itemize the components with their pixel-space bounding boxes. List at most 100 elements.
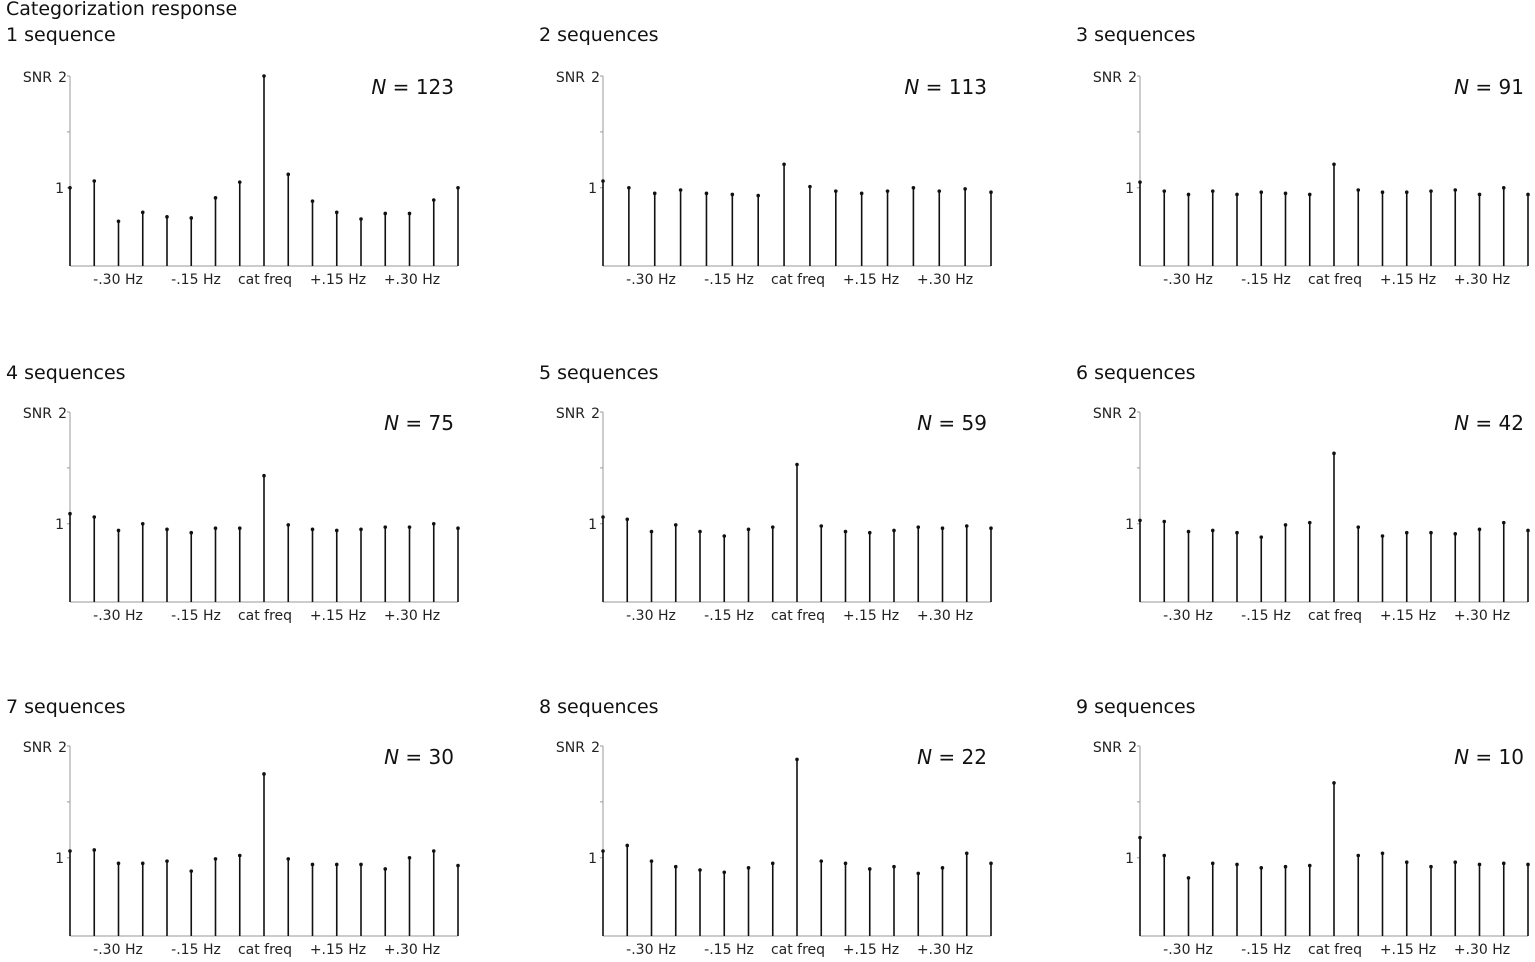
stem-marker (1138, 835, 1142, 840)
stem-marker (116, 861, 121, 866)
stem-marker (1307, 192, 1312, 197)
stem-marker (808, 184, 812, 189)
stem-marker (1477, 192, 1482, 197)
stem-marker (310, 199, 315, 203)
y-axis-label: SNR (1093, 406, 1122, 422)
n-label: N (1454, 411, 1469, 435)
n-count: N = 30 (384, 745, 454, 769)
x-tick-label: +.30 Hz (1454, 608, 1510, 624)
n-label: N (371, 75, 386, 99)
stem-marker (1210, 861, 1215, 866)
y-tick-label: 2 (1128, 70, 1137, 86)
stem-marker (189, 869, 194, 873)
x-tick-label: +.15 Hz (1380, 272, 1436, 288)
x-tick-label: +.30 Hz (917, 272, 973, 288)
stem-marker (1429, 189, 1433, 193)
stem-marker (746, 527, 751, 532)
stem-marker (140, 861, 145, 866)
stem-marker (431, 849, 436, 853)
stem-marker (698, 529, 702, 534)
stem-marker (937, 189, 942, 193)
x-tick-label: +.30 Hz (384, 608, 440, 624)
stem-marker (1162, 189, 1167, 193)
stem-marker (940, 866, 945, 870)
panel-title: 1 sequence (6, 24, 116, 46)
stem-marker (1307, 520, 1312, 525)
y-tick-label: 2 (58, 70, 67, 86)
stem-marker (1259, 535, 1264, 539)
stem-marker (165, 859, 169, 863)
stem-marker (310, 862, 315, 867)
stem-marker (746, 866, 751, 870)
stem-marker (649, 529, 654, 534)
n-count: N = 75 (384, 411, 454, 435)
y-tick-label: 1 (1125, 181, 1134, 197)
stem-marker (1332, 162, 1336, 167)
stem-marker (1138, 518, 1142, 523)
stem-marker (1162, 853, 1167, 858)
n-label: N (904, 75, 919, 99)
stem-marker (1332, 451, 1336, 456)
n-value: 91 (1499, 75, 1524, 99)
x-tick-label: +.15 Hz (843, 942, 899, 958)
y-tick-label: 2 (58, 406, 67, 422)
x-tick-label: -.15 Hz (171, 608, 221, 624)
x-tick-label: -.15 Hz (171, 272, 221, 288)
stem-marker (989, 190, 993, 195)
stem-marker (213, 857, 218, 861)
y-axis-label: SNR (556, 70, 585, 86)
n-label: N (917, 745, 932, 769)
stem-marker (1380, 190, 1385, 195)
stem-marker (601, 515, 605, 519)
y-axis-label: SNR (23, 740, 52, 756)
y-tick-label: 1 (1125, 517, 1134, 533)
stem-marker (1356, 853, 1361, 858)
n-value: 123 (416, 75, 454, 99)
stem-marker (1332, 781, 1336, 785)
n-equals: = (399, 745, 428, 769)
stem-marker (407, 525, 412, 529)
n-count: N = 91 (1454, 75, 1524, 99)
stem-marker (1162, 519, 1167, 524)
n-label: N (1454, 75, 1469, 99)
stem-marker (383, 867, 388, 871)
stem-marker (989, 526, 993, 531)
stem-marker (867, 867, 872, 871)
x-tick-label: cat freq (1308, 608, 1362, 624)
n-equals: = (1469, 75, 1498, 99)
x-tick-label: -.30 Hz (93, 272, 143, 288)
x-tick-label: +.15 Hz (1380, 942, 1436, 958)
stem-marker (989, 861, 993, 866)
n-equals: = (1469, 745, 1498, 769)
stem-marker (334, 528, 339, 533)
stem-marker (819, 524, 824, 528)
n-equals: = (932, 411, 961, 435)
x-tick-label: -.30 Hz (93, 942, 143, 958)
stem-marker (782, 162, 786, 167)
stem-marker (1501, 185, 1506, 190)
n-value: 30 (429, 745, 454, 769)
y-tick-label: 2 (1128, 406, 1137, 422)
y-axis-label: SNR (556, 406, 585, 422)
stem-marker (770, 861, 775, 866)
y-axis-label: SNR (23, 70, 52, 86)
x-tick-label: +.30 Hz (384, 272, 440, 288)
x-tick-label: +.15 Hz (310, 608, 366, 624)
stem-marker (1235, 862, 1239, 867)
stem-marker (1356, 525, 1361, 529)
stem-marker (1453, 532, 1458, 536)
stem-marker (1235, 530, 1239, 535)
stem-marker (892, 864, 896, 869)
stem-marker (1186, 192, 1191, 197)
stem-marker (359, 217, 363, 221)
stem-marker (262, 74, 266, 78)
stem-marker (407, 855, 412, 860)
stem-marker (963, 187, 967, 191)
y-tick-label: 2 (591, 740, 600, 756)
stem-marker (698, 868, 702, 872)
stem-marker (286, 857, 291, 861)
stem-marker (756, 193, 760, 198)
y-axis-label: SNR (23, 406, 52, 422)
stem-marker (795, 462, 799, 467)
